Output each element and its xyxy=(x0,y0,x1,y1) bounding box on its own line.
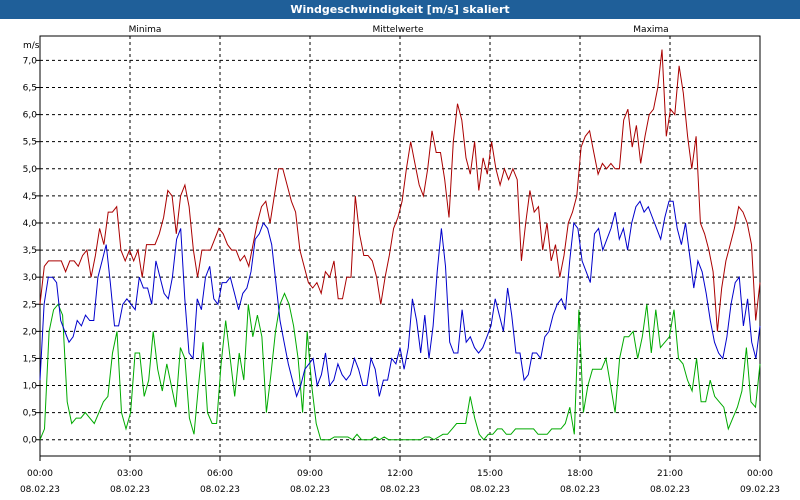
y-tick-label: 4,5 xyxy=(23,192,37,202)
x-tick-date-label: 08.02.23 xyxy=(110,485,150,495)
legend-maxima: Maxima xyxy=(633,25,668,35)
x-tick-date-label: 08.02.23 xyxy=(200,485,240,495)
x-tick-time-label: 12:00 xyxy=(387,469,413,479)
x-tick-date-label: 08.02.23 xyxy=(470,485,510,495)
y-tick-label: 6,0 xyxy=(23,111,38,121)
legend-mittelwerte: Mittelwerte xyxy=(372,25,423,35)
x-tick-time-label: 00:00 xyxy=(747,469,773,479)
y-tick-label: 3,5 xyxy=(23,246,37,256)
series-line-maxima xyxy=(39,49,761,332)
legend-minima: Minima xyxy=(129,25,162,35)
series-line-minima xyxy=(39,292,761,441)
series-lines xyxy=(39,49,761,441)
y-axis-ticks: 0,0 0,5 1,0 1,5 2,0 2,5 3,0 3,5 4,0 4,5 5,0 5,5 6,0 6… xyxy=(23,56,40,446)
y-tick-label: 6,5 xyxy=(23,83,37,93)
y-tick-label: 5,5 xyxy=(23,138,37,148)
y-tick-label: 3,0 xyxy=(23,273,38,283)
chart-title: Windgeschwindigkeit [m/s] skaliert xyxy=(0,0,800,19)
x-tick-date-label: 08.02.23 xyxy=(560,485,600,495)
y-tick-label: 1,5 xyxy=(23,354,37,364)
x-tick-time-label: 21:00 xyxy=(657,469,683,479)
x-tick-time-label: 15:00 xyxy=(477,469,503,479)
y-tick-label: 4,0 xyxy=(23,219,38,229)
x-tick-time-label: 00:00 xyxy=(27,469,53,479)
y-tick-label: 0,0 xyxy=(23,436,38,446)
y-tick-label: 5,0 xyxy=(23,165,38,175)
y-tick-label: 1,0 xyxy=(23,382,38,392)
y-tick-label: 2,5 xyxy=(23,300,37,310)
y-tick-label: 7,0 xyxy=(23,56,38,66)
x-tick-time-label: 03:00 xyxy=(117,469,143,479)
x-tick-date-label: 08.02.23 xyxy=(380,485,420,495)
y-tick-label: 0,5 xyxy=(23,409,37,419)
x-tick-time-label: 18:00 xyxy=(567,469,593,479)
x-tick-date-label: 08.02.23 xyxy=(290,485,330,495)
x-tick-date-label: 08.02.23 xyxy=(20,485,60,495)
y-axis-label: m/s xyxy=(23,41,40,51)
series-line-mittelwerte xyxy=(39,200,761,399)
x-tick-time-label: 06:00 xyxy=(207,469,233,479)
x-tick-time-label: 09:00 xyxy=(297,469,323,479)
x-axis-ticks: 00:00 08.02.23 03:00 08.02.23 06:00 08.02.23 0… xyxy=(20,456,780,495)
x-tick-date-label: 09.02.23 xyxy=(740,485,780,495)
y-tick-label: 2,0 xyxy=(23,327,38,337)
x-tick-date-label: 08.02.23 xyxy=(650,485,690,495)
